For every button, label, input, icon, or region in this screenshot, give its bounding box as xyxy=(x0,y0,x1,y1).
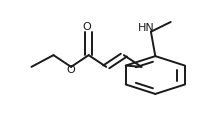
Text: O: O xyxy=(82,22,91,32)
Text: HN: HN xyxy=(138,23,155,33)
Text: O: O xyxy=(67,65,75,75)
